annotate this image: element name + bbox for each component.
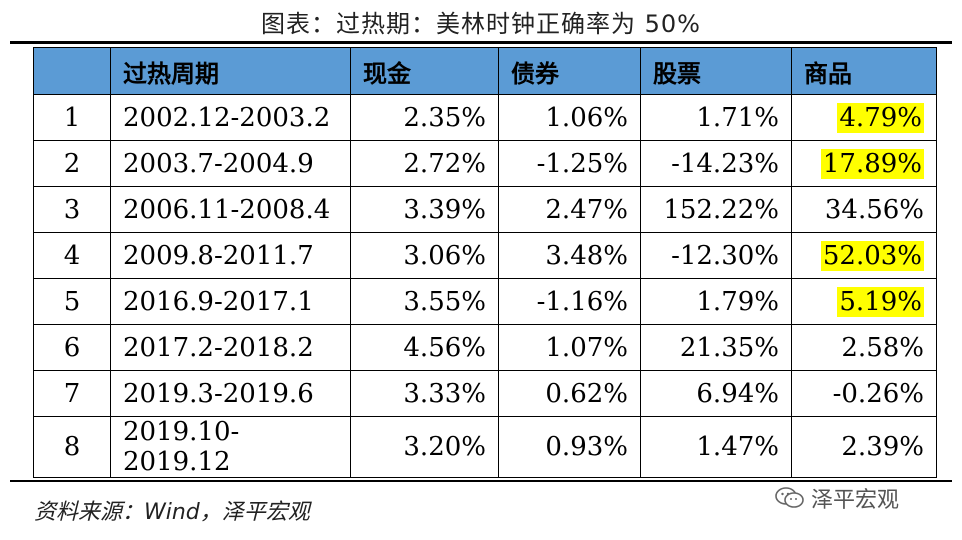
watermark-text: 泽平宏观 [811,488,900,513]
table-row: 2 2003.7-2004.9 2.72% -1.25% -14.23% 17.89% [33,140,937,187]
row-period: 2017.2-2018.2 [110,324,351,371]
row-cash: 3.06% [350,232,499,279]
table-row: 8 2019.10-2019.12 3.20% 0.93% 1.47% 2.39% [33,416,937,478]
row-stock: 1.47% [640,416,792,478]
row-index: 8 [33,416,111,478]
row-stock: -14.23% [640,140,792,187]
row-cash: 3.39% [350,186,499,233]
table-row: 6 2017.2-2018.2 4.56% 1.07% 21.35% 2.58% [33,324,937,371]
header-row: 过热周期 现金 债券 股票 商品 [33,47,937,95]
row-stock: 1.71% [640,94,792,141]
row-index: 3 [33,186,111,233]
row-bond: -1.25% [498,140,641,187]
highlighted-value: 17.89% [820,148,924,179]
row-stock: 6.94% [640,370,792,417]
row-commodity: 4.79% [791,94,937,141]
row-cash: 2.72% [350,140,499,187]
highlighted-value: 5.19% [837,286,924,317]
row-period: 2016.9-2017.1 [110,278,351,325]
row-index: 5 [33,278,111,325]
data-table: 过热周期 现金 债券 股票 商品 1 2002.12-2003.2 2.35% 1.0… [33,47,937,478]
row-stock: -12.30% [640,232,792,279]
row-index: 4 [33,232,111,279]
row-index: 2 [33,140,111,187]
row-period: 2009.8-2011.7 [110,232,351,279]
row-index: 7 [33,370,111,417]
header-bond: 债券 [498,47,641,95]
watermark: 泽平宏观 [775,485,900,513]
row-cash: 2.35% [350,94,499,141]
row-commodity: 52.03% [791,232,937,279]
table-row: 7 2019.3-2019.6 3.33% 0.62% 6.94% -0.26% [33,370,937,417]
row-index: 6 [33,324,111,371]
header-index [33,47,111,95]
top-rule [10,41,952,44]
row-stock: 21.35% [640,324,792,371]
row-period: 2003.7-2004.9 [110,140,351,187]
row-cash: 3.55% [350,278,499,325]
row-bond: 1.07% [498,324,641,371]
row-period: 2006.11-2008.4 [110,186,351,233]
table-row: 1 2002.12-2003.2 2.35% 1.06% 1.71% 4.79% [33,94,937,141]
header-stock: 股票 [640,47,792,95]
row-index: 1 [33,94,111,141]
table-row: 3 2006.11-2008.4 3.39% 2.47% 152.22% 34.56% [33,186,937,233]
row-bond: -1.16% [498,278,641,325]
row-cash: 3.20% [350,416,499,478]
row-commodity: 2.58% [791,324,937,371]
highlighted-value: 52.03% [820,240,924,271]
figure-title: 图表：过热期：美林时钟正确率为 50% [261,10,701,38]
row-stock: 1.79% [640,278,792,325]
table-row: 4 2009.8-2011.7 3.06% 3.48% -12.30% 52.03% [33,232,937,279]
row-bond: 3.48% [498,232,641,279]
bottom-rule [10,480,952,482]
wechat-icon [775,487,804,508]
row-period: 2019.10-2019.12 [110,416,351,478]
row-cash: 4.56% [350,324,499,371]
row-commodity: 34.56% [791,186,937,233]
row-stock: 152.22% [640,186,792,233]
row-commodity: -0.26% [791,370,937,417]
row-commodity: 5.19% [791,278,937,325]
row-bond: 0.62% [498,370,641,417]
source-note: 资料来源：Wind，泽平宏观 [34,500,310,525]
row-bond: 2.47% [498,186,641,233]
highlighted-value: 4.79% [837,102,924,133]
row-period: 2019.3-2019.6 [110,370,351,417]
row-bond: 1.06% [498,94,641,141]
row-commodity: 2.39% [791,416,937,478]
row-cash: 3.33% [350,370,499,417]
row-bond: 0.93% [498,416,641,478]
table-row: 5 2016.9-2017.1 3.55% -1.16% 1.79% 5.19% [33,278,937,325]
header-cash: 现金 [350,47,499,95]
header-period: 过热周期 [110,47,351,95]
row-commodity: 17.89% [791,140,937,187]
row-period: 2002.12-2003.2 [110,94,351,141]
header-commodity: 商品 [791,47,937,95]
